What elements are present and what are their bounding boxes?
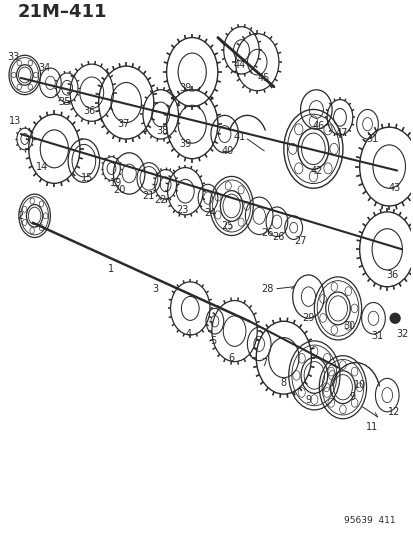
Text: 1: 1 bbox=[108, 264, 114, 274]
Text: 7: 7 bbox=[260, 358, 267, 368]
Text: 36: 36 bbox=[83, 107, 96, 116]
Text: 4: 4 bbox=[185, 329, 191, 339]
Text: 28: 28 bbox=[260, 284, 273, 294]
Text: 38: 38 bbox=[156, 126, 169, 136]
Text: 11: 11 bbox=[366, 422, 378, 432]
Text: 2: 2 bbox=[18, 211, 24, 221]
Text: 47: 47 bbox=[335, 128, 347, 138]
Text: 15: 15 bbox=[81, 173, 93, 183]
Text: 39: 39 bbox=[179, 83, 191, 93]
Text: 42: 42 bbox=[309, 166, 322, 175]
Text: 30: 30 bbox=[343, 321, 355, 331]
Text: 29: 29 bbox=[301, 313, 314, 324]
Text: 27: 27 bbox=[294, 237, 306, 246]
Text: 33: 33 bbox=[7, 52, 19, 62]
Text: 24: 24 bbox=[203, 208, 216, 218]
Text: 34: 34 bbox=[38, 63, 50, 73]
Text: 21M–411: 21M–411 bbox=[18, 3, 107, 21]
Text: 36: 36 bbox=[385, 270, 397, 280]
Text: 31: 31 bbox=[366, 134, 378, 144]
Text: 22: 22 bbox=[154, 195, 166, 205]
Text: 23: 23 bbox=[176, 205, 188, 215]
Text: 5: 5 bbox=[209, 336, 216, 346]
Text: 9: 9 bbox=[305, 395, 311, 405]
Text: 13: 13 bbox=[9, 116, 21, 126]
Text: 46: 46 bbox=[311, 121, 324, 131]
Text: 41: 41 bbox=[233, 132, 245, 142]
Text: 45: 45 bbox=[257, 73, 270, 83]
Circle shape bbox=[389, 313, 399, 323]
Text: 14: 14 bbox=[36, 161, 48, 172]
Text: 26: 26 bbox=[260, 228, 273, 238]
Text: 26: 26 bbox=[272, 232, 285, 243]
Text: 10: 10 bbox=[353, 380, 365, 390]
Text: 25: 25 bbox=[221, 221, 233, 231]
Text: 3: 3 bbox=[152, 284, 159, 294]
Text: 19: 19 bbox=[110, 179, 122, 188]
Text: 44: 44 bbox=[233, 60, 245, 70]
Text: 20: 20 bbox=[113, 185, 125, 195]
Text: 31: 31 bbox=[370, 331, 382, 341]
Text: 8: 8 bbox=[280, 378, 286, 388]
Text: 43: 43 bbox=[388, 183, 400, 193]
Text: 39: 39 bbox=[179, 139, 191, 149]
Text: 6: 6 bbox=[228, 353, 234, 362]
Text: 9: 9 bbox=[349, 392, 355, 402]
Text: 95639  411: 95639 411 bbox=[343, 516, 394, 525]
Text: 37: 37 bbox=[117, 119, 129, 129]
Text: 32: 32 bbox=[395, 329, 407, 339]
Text: 40: 40 bbox=[221, 146, 233, 156]
Text: 35: 35 bbox=[58, 96, 70, 107]
Text: 21: 21 bbox=[142, 191, 155, 201]
Text: 12: 12 bbox=[387, 407, 399, 417]
